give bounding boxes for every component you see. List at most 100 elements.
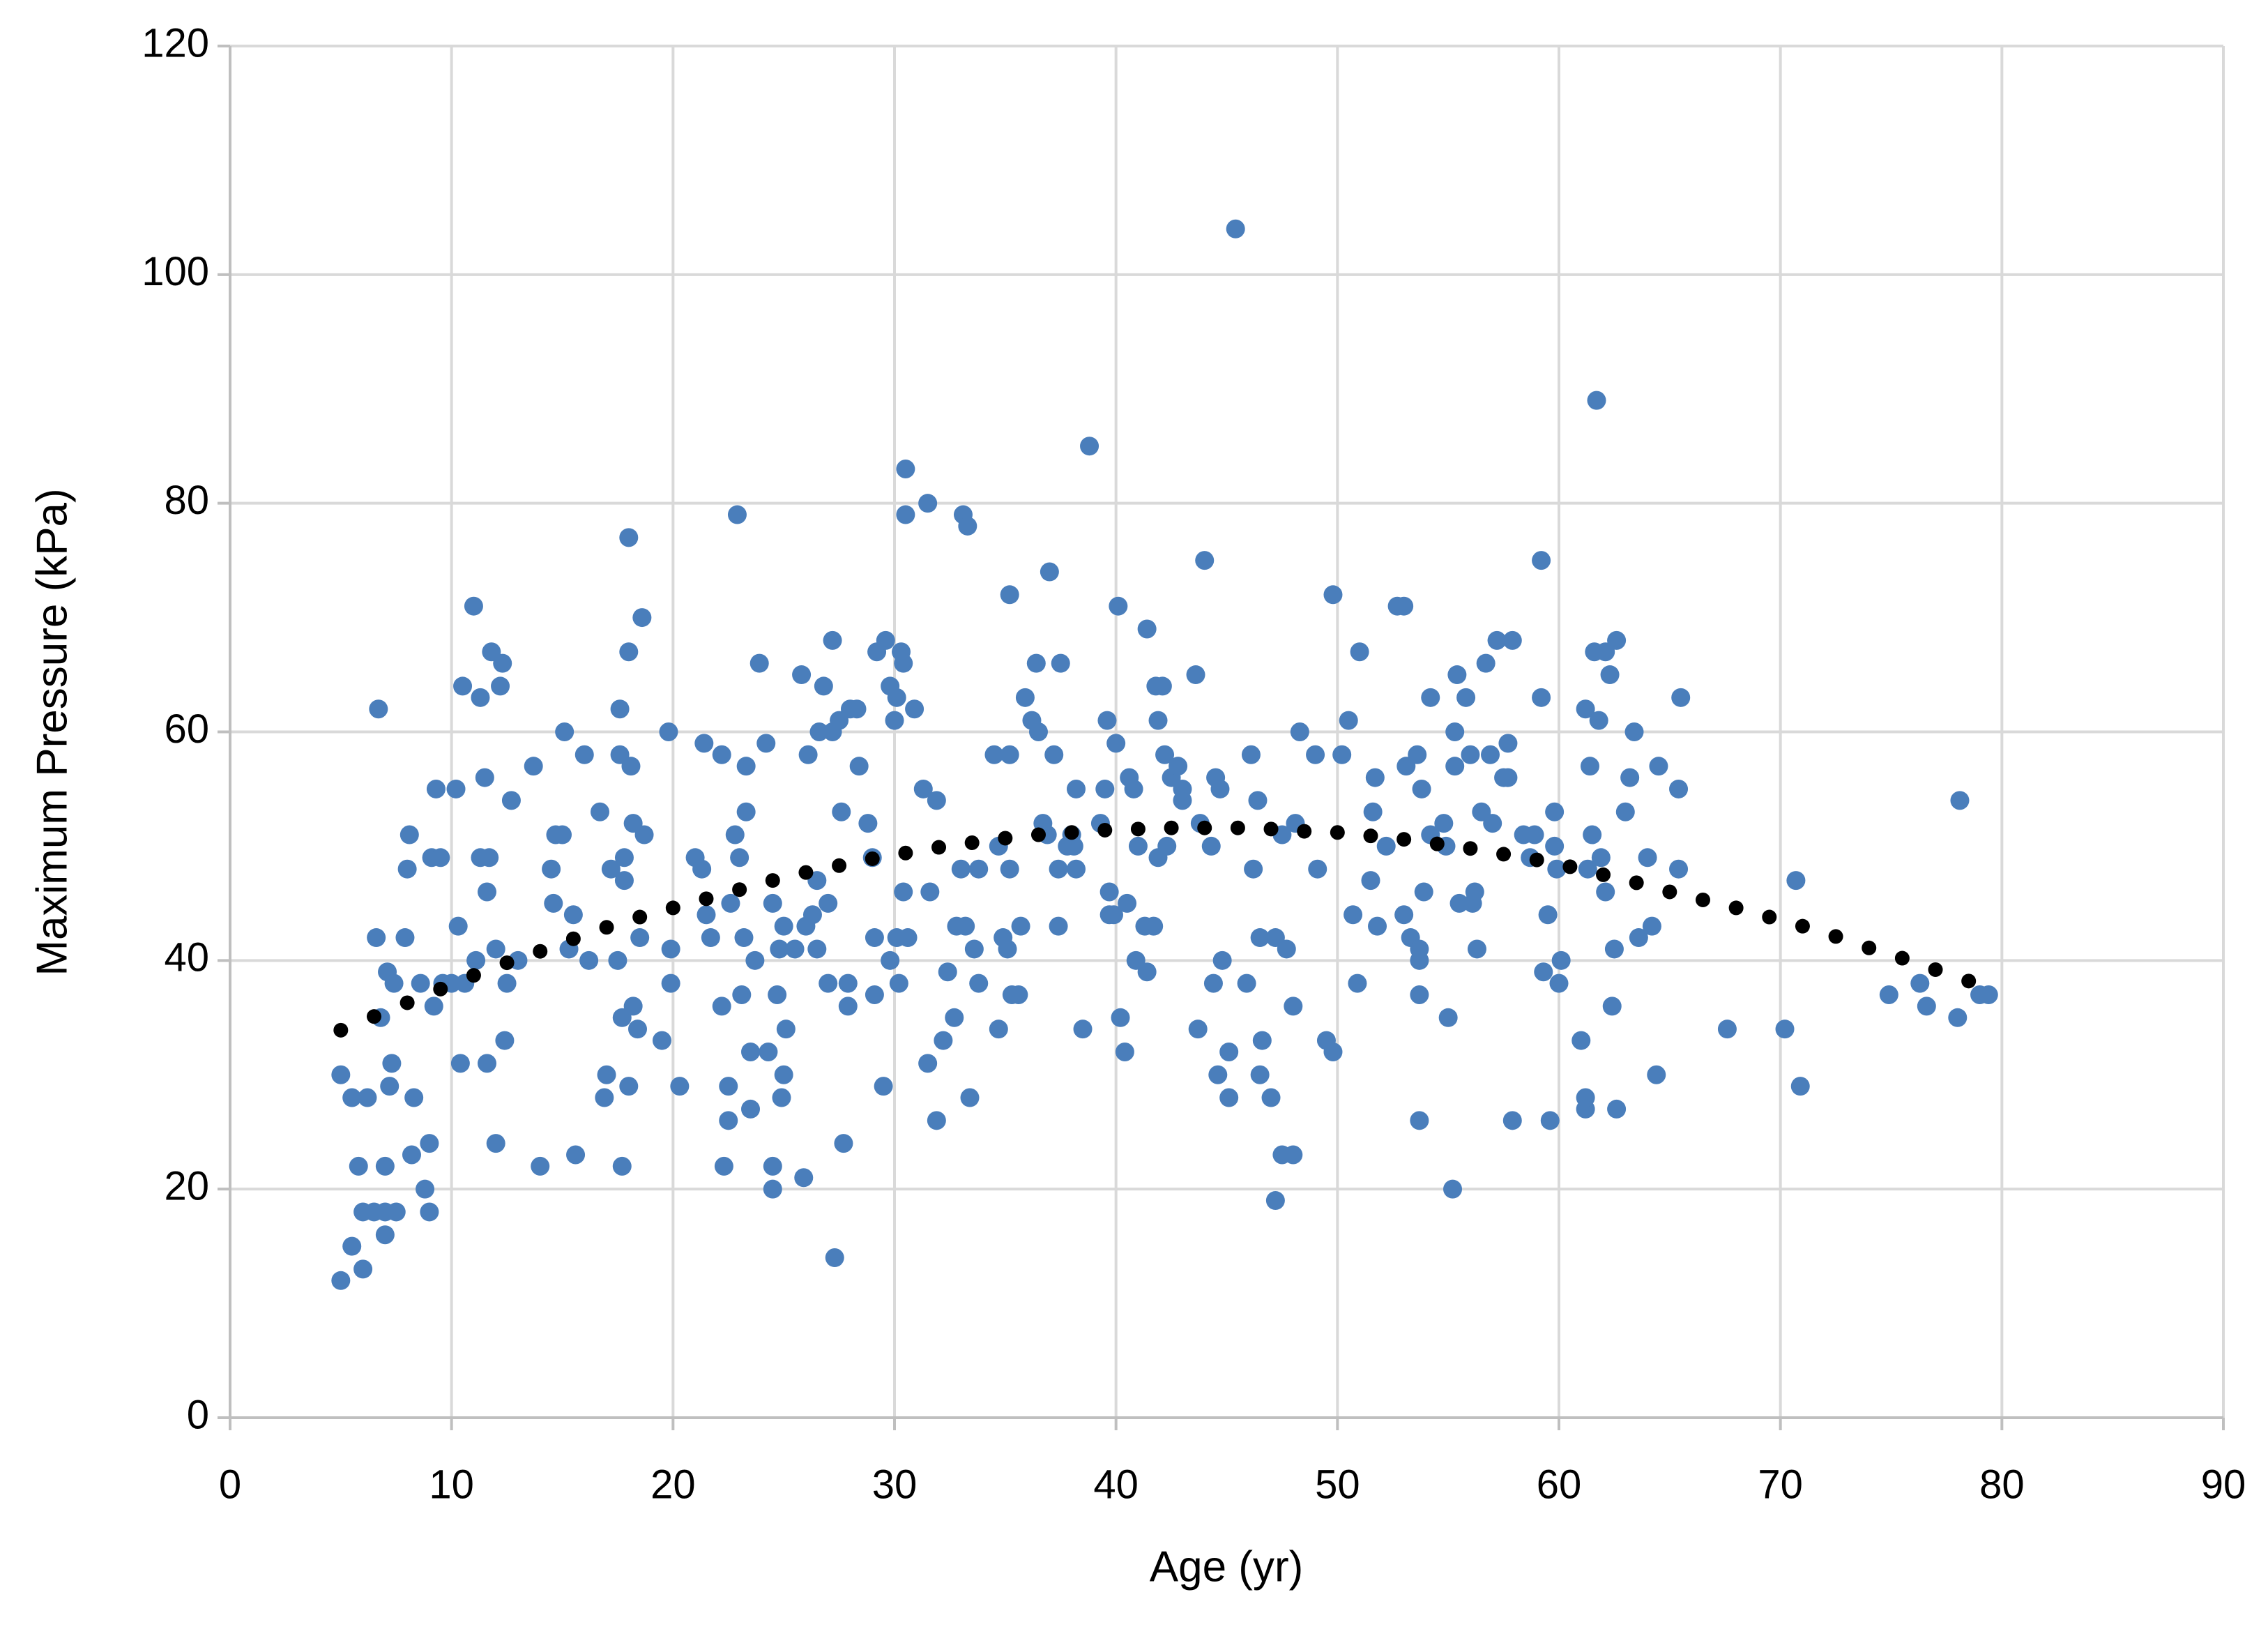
point — [399, 825, 419, 844]
point — [1591, 848, 1611, 867]
point — [1414, 882, 1433, 902]
point — [1000, 585, 1019, 605]
point — [1483, 814, 1502, 833]
trend-dot — [1662, 884, 1677, 900]
point — [1226, 219, 1245, 238]
point — [874, 1077, 893, 1096]
point — [913, 779, 933, 798]
point — [725, 825, 745, 844]
point — [402, 1145, 421, 1165]
trend-dot — [832, 858, 847, 873]
point — [375, 1225, 395, 1245]
point — [632, 608, 652, 628]
point — [865, 928, 884, 948]
point — [1241, 745, 1261, 764]
point — [477, 1054, 496, 1073]
point — [736, 802, 756, 821]
trend-dot — [998, 831, 1013, 846]
point — [823, 630, 842, 650]
point — [1465, 882, 1484, 902]
point — [825, 1248, 844, 1268]
point — [1421, 688, 1440, 707]
point — [342, 1088, 362, 1107]
point — [1040, 562, 1059, 582]
trend-dot — [399, 995, 415, 1010]
point — [1203, 973, 1223, 993]
y-tick-label: 120 — [142, 20, 209, 66]
point — [464, 596, 483, 616]
point — [719, 1077, 738, 1096]
point — [591, 802, 610, 821]
point — [1051, 653, 1070, 673]
point — [466, 950, 486, 970]
point — [1545, 836, 1565, 856]
point — [420, 1202, 439, 1222]
point — [1252, 1031, 1272, 1050]
point — [1624, 722, 1644, 741]
point — [1600, 665, 1620, 685]
point — [563, 905, 583, 925]
point — [984, 745, 1004, 764]
point — [692, 859, 712, 879]
point — [1173, 791, 1192, 810]
point — [1587, 391, 1606, 410]
point — [887, 688, 906, 707]
point — [1219, 1088, 1239, 1107]
point — [1580, 757, 1599, 776]
point — [477, 882, 496, 902]
point — [989, 1020, 1008, 1039]
point — [1476, 653, 1495, 673]
trend-dot — [1795, 918, 1810, 934]
trend-dot — [632, 909, 648, 925]
point — [736, 757, 756, 776]
point — [951, 859, 971, 879]
point — [763, 1179, 782, 1199]
point — [416, 1179, 435, 1199]
point — [969, 973, 989, 993]
point — [661, 973, 680, 993]
point — [501, 791, 521, 810]
point — [1540, 1111, 1560, 1130]
point — [1339, 711, 1358, 730]
point — [1028, 722, 1048, 741]
point — [819, 893, 838, 913]
point — [1049, 859, 1068, 879]
point — [619, 642, 639, 662]
point — [623, 997, 643, 1016]
point — [497, 973, 517, 993]
point — [927, 791, 946, 810]
point — [1169, 757, 1188, 776]
point — [1449, 893, 1469, 913]
point — [1647, 1065, 1666, 1084]
point — [1502, 630, 1522, 650]
trend-dot — [1164, 820, 1179, 835]
point — [610, 699, 630, 719]
point — [1111, 1008, 1130, 1027]
point — [630, 928, 650, 948]
x-tick-label: 40 — [1093, 1462, 1139, 1507]
point — [331, 1065, 351, 1084]
y-tick-label: 80 — [164, 478, 209, 523]
point — [1638, 848, 1657, 867]
point — [763, 893, 782, 913]
trend-dot — [1230, 820, 1245, 835]
point — [1348, 973, 1367, 993]
point — [1602, 997, 1622, 1016]
point — [1578, 859, 1597, 879]
point — [714, 1156, 733, 1176]
point — [1044, 745, 1064, 764]
point — [770, 939, 789, 959]
point — [885, 711, 904, 730]
point — [353, 1259, 373, 1279]
point — [1080, 437, 1099, 456]
point — [964, 939, 984, 959]
point — [881, 950, 900, 970]
point — [694, 734, 714, 753]
point — [712, 997, 731, 1016]
point — [958, 516, 977, 536]
point — [1106, 734, 1126, 753]
x-tick-label: 20 — [650, 1462, 696, 1507]
point — [1979, 985, 1998, 1005]
point — [1073, 1020, 1093, 1039]
trend-dot — [1728, 900, 1744, 916]
